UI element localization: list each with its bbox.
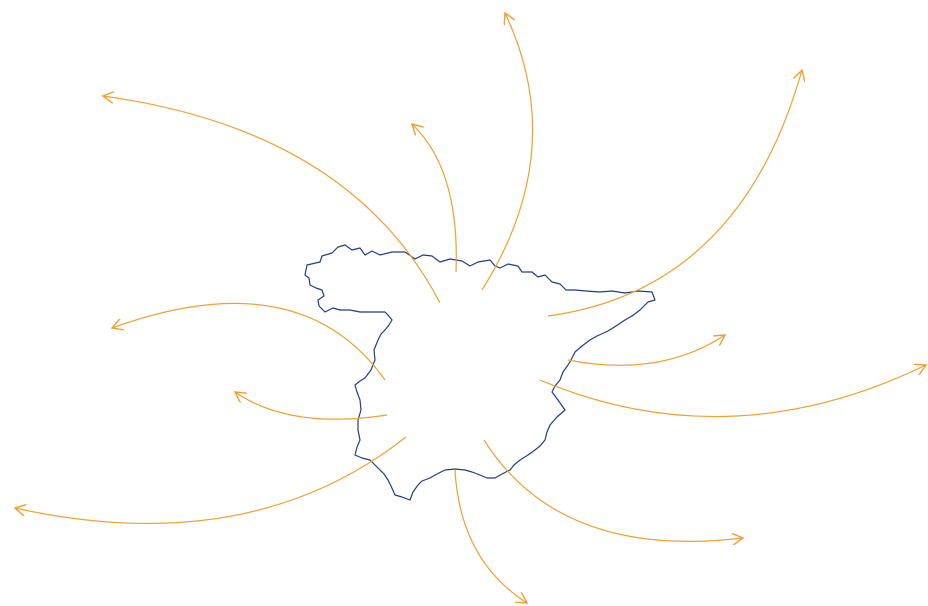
flow-arrow bbox=[235, 392, 388, 420]
flow-arrow bbox=[567, 335, 725, 366]
flow-arrow bbox=[15, 436, 407, 525]
flow-arrow bbox=[112, 302, 386, 381]
flow-arrow bbox=[412, 124, 457, 273]
flow-arrow bbox=[481, 13, 534, 291]
flow-arrow bbox=[454, 469, 527, 603]
region-outline bbox=[304, 244, 656, 501]
flow-arrow bbox=[547, 70, 802, 317]
flow-arrow bbox=[483, 439, 743, 541]
flow-arrow bbox=[539, 365, 926, 418]
flow-arrow bbox=[103, 96, 441, 304]
